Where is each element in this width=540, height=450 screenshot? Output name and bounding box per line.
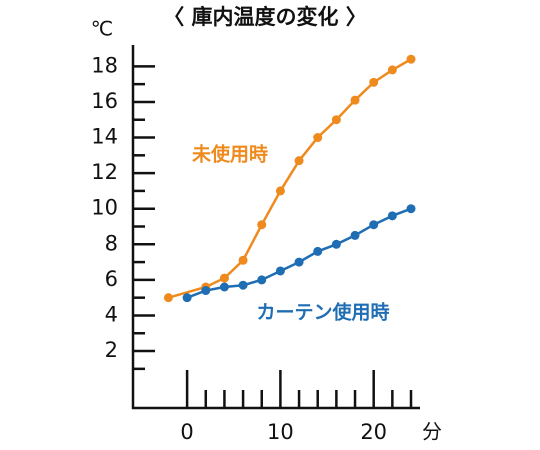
- y-tick-label: 18: [91, 53, 118, 77]
- y-tick-label: 8: [105, 231, 118, 255]
- data-point: [369, 77, 379, 87]
- y-tick-label: 16: [91, 89, 118, 113]
- y-tick-label: 4: [105, 302, 118, 326]
- y-tick-label: 14: [91, 125, 118, 149]
- x-tick-label: 0: [180, 420, 193, 444]
- data-point: [369, 220, 379, 230]
- data-point: [406, 54, 416, 64]
- series-line: [186, 207, 412, 299]
- x-tick-label: 20: [360, 420, 387, 444]
- y-tick-label: 10: [91, 196, 118, 220]
- y-axis-label: ℃: [91, 17, 113, 41]
- data-point: [238, 280, 248, 290]
- data-point: [275, 186, 285, 196]
- data-point: [313, 246, 323, 256]
- series-line: [168, 58, 412, 299]
- data-point: [294, 257, 304, 267]
- data-point: [163, 293, 173, 303]
- x-axis-label: 分: [422, 420, 442, 444]
- data-point: [238, 255, 248, 265]
- x-tick-label: 10: [267, 420, 294, 444]
- series-label: 未使用時: [191, 143, 268, 166]
- data-point: [350, 95, 360, 105]
- data-point: [387, 211, 397, 221]
- data-point: [219, 282, 229, 292]
- y-tick-label: 12: [91, 160, 118, 184]
- chart-title: 〈 庫内温度の変化 〉: [163, 5, 367, 29]
- data-point: [331, 239, 341, 249]
- data-point: [275, 266, 285, 276]
- data-point: [313, 133, 323, 143]
- data-point: [387, 65, 397, 75]
- data-point: [331, 115, 341, 125]
- data-point: [182, 293, 192, 303]
- data-point: [350, 230, 360, 240]
- y-tick-label: 6: [105, 267, 118, 291]
- data-point: [294, 156, 304, 166]
- data-point: [201, 286, 211, 296]
- data-point: [257, 275, 267, 285]
- data-point: [219, 273, 229, 283]
- series-label: カーテン使用時: [256, 302, 389, 324]
- data-point: [257, 220, 267, 230]
- data-point: [406, 204, 416, 214]
- y-tick-label: 2: [105, 338, 118, 362]
